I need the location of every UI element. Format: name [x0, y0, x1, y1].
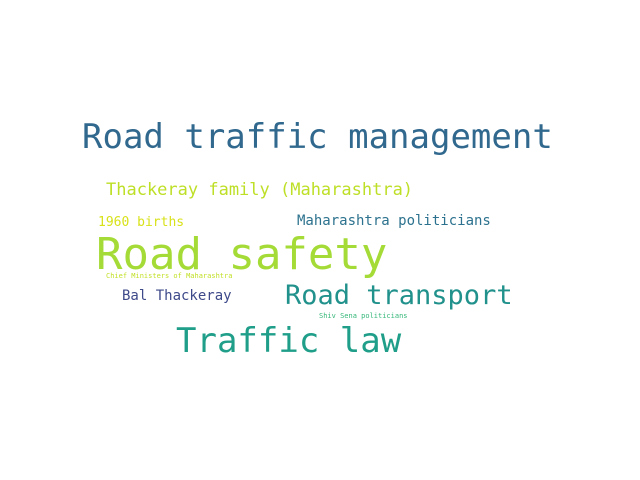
word-1960-births: 1960 births [98, 215, 185, 230]
word-traffic-law: Traffic law [176, 321, 402, 361]
word-road-traffic-management: Road traffic management [82, 117, 553, 157]
word-shiv-sena-politicians: Shiv Sena politicians [319, 312, 408, 320]
word-thackeray-family: Thackeray family (Maharashtra) [106, 180, 414, 200]
word-bal-thackeray: Bal Thackeray [122, 288, 232, 304]
word-chief-ministers: Chief Ministers of Maharashtra [106, 272, 233, 280]
word-road-safety: Road safety [96, 229, 388, 280]
word-maharashtra-politicians: Maharashtra politicians [297, 213, 491, 229]
word-road-transport: Road transport [285, 280, 513, 311]
